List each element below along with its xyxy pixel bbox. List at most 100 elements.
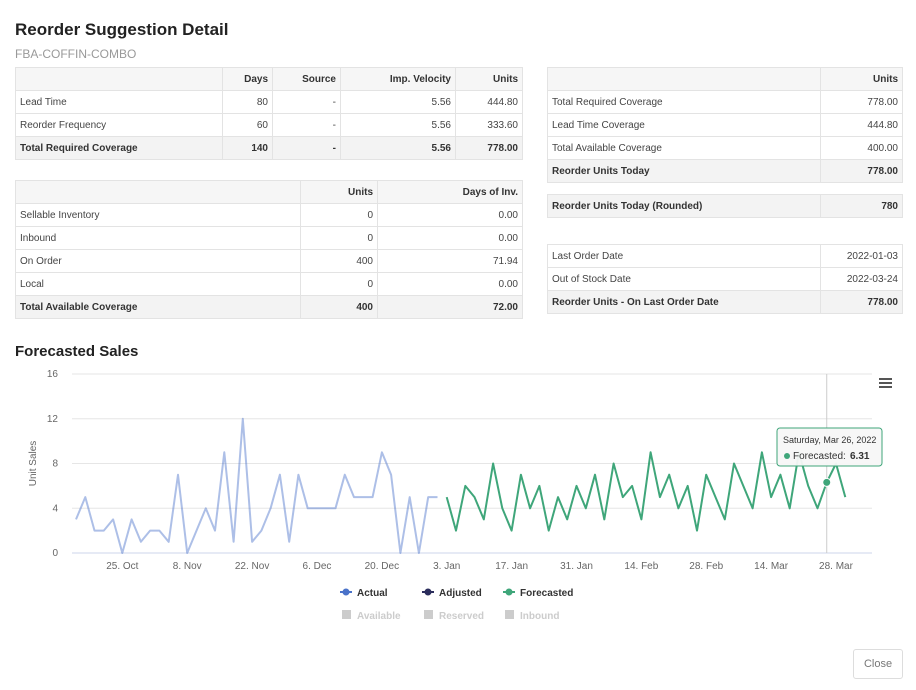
table-cell: 780 [820, 194, 903, 218]
chart-title: Forecasted Sales [15, 343, 139, 360]
header-row: Days Source Imp. Velocity Units [15, 67, 523, 91]
tooltip-box [776, 427, 883, 467]
table-cell: Reorder Units - On Last Order Date [547, 290, 821, 314]
legend-label[interactable]: Adjusted [439, 588, 482, 599]
table-cell: 444.80 [820, 113, 903, 137]
table-cell: Lead Time [15, 90, 223, 114]
legend-label[interactable]: Forecasted [520, 588, 573, 599]
tooltip-marker [784, 453, 790, 459]
legend-label[interactable]: Actual [357, 588, 388, 599]
table-cell: Inbound [15, 226, 301, 250]
table-cell: 2022-01-03 [820, 244, 903, 268]
y-tick-label: 12 [47, 414, 59, 425]
series-line [445, 451, 847, 532]
x-tick-label: 6. Dec [303, 561, 332, 572]
table-cell: Sellable Inventory [15, 203, 301, 227]
table-row: Out of Stock Date 2022-03-24 [547, 267, 903, 291]
tooltip-value: 6.31 [850, 451, 870, 462]
x-tick-label: 25. Oct [106, 561, 138, 572]
table-cell: 0.00 [377, 203, 523, 227]
table: Days Source Imp. Velocity Units Lead Time 80-… [15, 67, 523, 160]
table-row: Inbound 0 0.00 [15, 226, 523, 250]
table: Reorder Units Today (Rounded) 780 [547, 194, 903, 218]
table-cell: 71.94 [377, 249, 523, 273]
legend-marker [505, 610, 514, 619]
table-cell: 0.00 [377, 272, 523, 296]
table-cell: - [272, 90, 341, 114]
table-cell: 80 [222, 90, 273, 114]
tooltip-header: Saturday, Mar 26, 2022 [783, 435, 876, 445]
table-cell: 2022-03-24 [820, 267, 903, 291]
header-cell: Units [300, 180, 378, 204]
table-cell: Lead Time Coverage [547, 113, 821, 137]
x-tick-label: 22. Nov [235, 561, 269, 572]
table-cell: 0 [300, 203, 378, 227]
header-cell: Units [455, 67, 523, 91]
legend-marker [342, 610, 351, 619]
close-button[interactable]: Close [853, 649, 903, 679]
table-row: On Order 400 71.94 [15, 249, 523, 273]
x-tick-label: 28. Mar [819, 561, 854, 572]
legend-label[interactable]: Inbound [520, 611, 559, 622]
table-row: Total Available Coverage 400 72.00 [15, 295, 523, 319]
x-tick-label: 17. Jan [495, 561, 528, 572]
table-row: Total Required Coverage 778.00 [547, 90, 903, 114]
table-cell: 0 [300, 226, 378, 250]
table-cell: 5.56 [340, 90, 456, 114]
table-cell: 400 [300, 249, 378, 273]
table-cell: Reorder Units Today (Rounded) [547, 194, 821, 218]
table-cell: 778.00 [820, 159, 903, 183]
subtitle: FBA-COFFIN-COMBO [15, 47, 137, 61]
x-tick-label: 28. Feb [689, 561, 723, 572]
legend-label[interactable]: Reserved [439, 611, 484, 622]
table-cell: 0.00 [377, 226, 523, 250]
tooltip-label: Forecasted: [793, 451, 846, 462]
table-cell: 778.00 [820, 90, 903, 114]
x-tick-label: 20. Dec [365, 561, 399, 572]
table-cell: 778.00 [455, 136, 523, 160]
header-row: Units Days of Inv. [15, 180, 523, 204]
table-row: Sellable Inventory 0 0.00 [15, 203, 523, 227]
header-cell: Days [222, 67, 273, 91]
table-cell: - [272, 113, 341, 137]
table-row: Reorder Units Today (Rounded) 780 [547, 194, 903, 218]
x-tick-label: 8. Nov [173, 561, 202, 572]
table-cell: 5.56 [340, 136, 456, 160]
table-cell: 0 [300, 272, 378, 296]
table-row: Total Available Coverage 400.00 [547, 136, 903, 160]
table-cell: Local [15, 272, 301, 296]
header-cell [15, 180, 301, 204]
table-cell: 72.00 [377, 295, 523, 319]
hover-point [822, 477, 832, 487]
table-row: Lead Time Coverage 444.80 [547, 113, 903, 137]
header-cell: Days of Inv. [377, 180, 523, 204]
table: Last Order Date 2022-01-03 Out of Stock Da… [547, 244, 903, 314]
legend-marker [505, 588, 513, 596]
table-cell: Total Available Coverage [15, 295, 301, 319]
x-tick-label: 14. Mar [754, 561, 789, 572]
table: Units Days of Inv. Sellable Inventory 0 0.00… [15, 180, 523, 319]
legend-marker [424, 588, 432, 596]
legend-marker [424, 610, 433, 619]
table-row: Total Required Coverage 140-5.56 778.00 [15, 136, 523, 160]
legend-label[interactable]: Available [357, 611, 401, 622]
header-cell [547, 67, 821, 91]
table-row: Reorder Frequency 60-5.56 333.60 [15, 113, 523, 137]
menu-icon[interactable] [879, 378, 892, 388]
table-row: Local 0 0.00 [15, 272, 523, 296]
table-cell: Reorder Units Today [547, 159, 821, 183]
table-cell: 400.00 [820, 136, 903, 160]
table-row: Last Order Date 2022-01-03 [547, 244, 903, 268]
y-tick-label: 16 [47, 369, 59, 380]
table-cell: 333.60 [455, 113, 523, 137]
table-cell: 5.56 [340, 113, 456, 137]
table-cell: Total Required Coverage [547, 90, 821, 114]
legend-marker [342, 588, 350, 596]
table-cell: Last Order Date [547, 244, 821, 268]
y-tick-label: 0 [52, 548, 58, 559]
table-cell: Reorder Frequency [15, 113, 223, 137]
table-cell: Total Available Coverage [547, 136, 821, 160]
chart: 0 4 8 12 16 Unit Sales 25. Oct 8. Nov 22. Nov 6. … [28, 369, 892, 622]
table-cell: 778.00 [820, 290, 903, 314]
